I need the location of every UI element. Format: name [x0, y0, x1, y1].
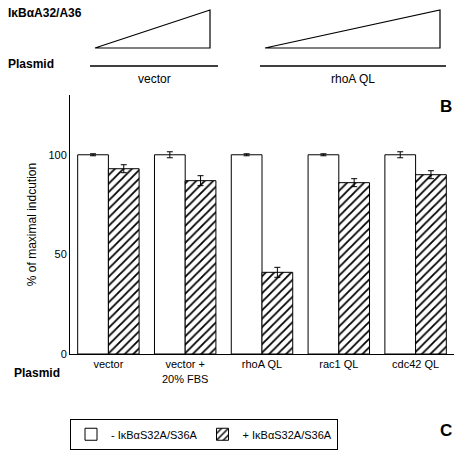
svg-text:% of maximal indcution: % of maximal indcution — [25, 163, 39, 286]
svg-text:C: C — [440, 421, 452, 440]
svg-text:0: 0 — [61, 348, 67, 360]
svg-text:Plasmid: Plasmid — [8, 57, 54, 71]
svg-text:B: B — [440, 97, 452, 116]
svg-text:100: 100 — [48, 149, 66, 161]
svg-text:cdc42 QL: cdc42 QL — [392, 358, 439, 370]
svg-text:rhoA QL: rhoA QL — [331, 72, 375, 86]
svg-text:50: 50 — [55, 248, 67, 260]
svg-text:rhoA QL: rhoA QL — [242, 358, 282, 370]
svg-text:rac1 QL: rac1 QL — [319, 358, 358, 370]
svg-text:vector: vector — [138, 72, 171, 86]
svg-text:+ IκBαS32A/S36A: + IκBαS32A/S36A — [243, 429, 332, 441]
svg-text:vector: vector — [93, 358, 123, 370]
svg-text:vector +20% FBS: vector +20% FBS — [162, 358, 208, 384]
svg-text:IκBαA32/A36: IκBαA32/A36 — [8, 6, 82, 20]
svg-text:Plasmid: Plasmid — [14, 366, 60, 380]
svg-text:- IκBαS32A/S36A: - IκBαS32A/S36A — [111, 429, 198, 441]
